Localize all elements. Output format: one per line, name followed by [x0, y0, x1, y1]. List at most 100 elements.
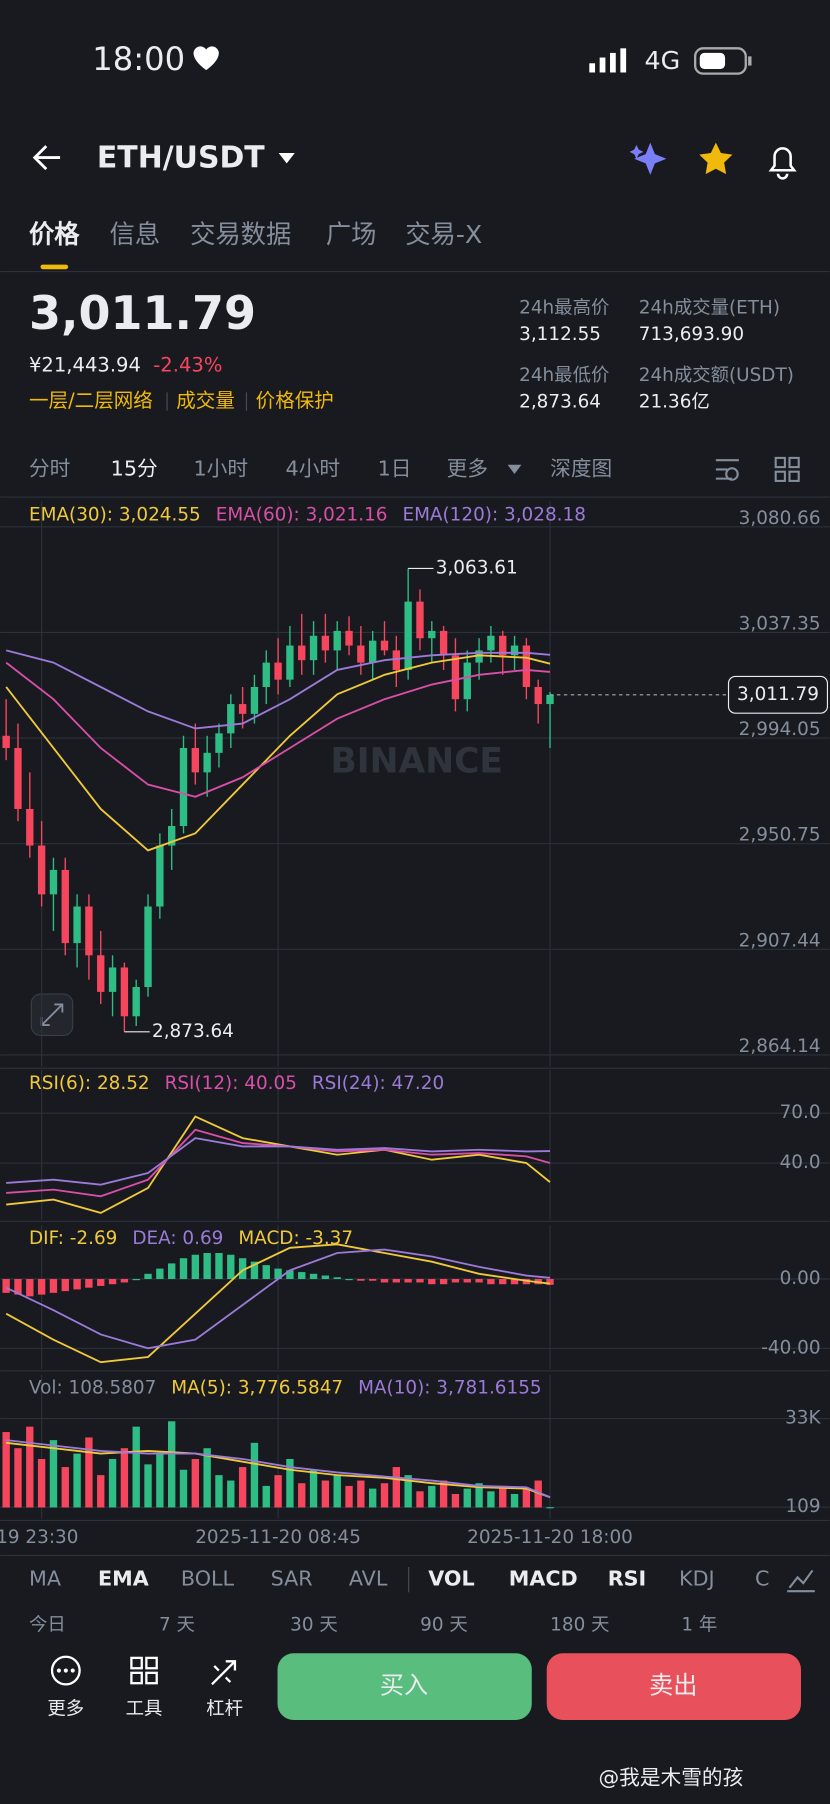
indicator-line: [6, 1441, 551, 1499]
macd-bar: [132, 1279, 140, 1281]
timeframe[interactable]: 1日: [378, 456, 412, 480]
candle-body: [321, 635, 330, 651]
alert-button[interactable]: [768, 147, 797, 180]
y-tick-label: 2,907.44: [739, 930, 821, 951]
sell-label[interactable]: 卖出: [649, 1672, 697, 1700]
tab[interactable]: 信息: [110, 220, 161, 249]
chart-settings-icon[interactable]: [715, 459, 739, 481]
heart-icon: [193, 46, 219, 71]
ai-button[interactable]: [629, 142, 667, 175]
chart-style-icon[interactable]: [787, 1569, 815, 1593]
legend-entry: MA(10): 3,781.6155: [358, 1378, 542, 1399]
volume-bar: [309, 1469, 318, 1508]
sell-button[interactable]: [546, 1653, 801, 1721]
timeframe[interactable]: 1小时: [194, 456, 249, 480]
layout-icon[interactable]: [774, 456, 800, 482]
timeframe[interactable]: 15分: [111, 456, 158, 480]
timeframe[interactable]: 4小时: [286, 456, 341, 480]
macd-bar: [357, 1279, 365, 1281]
indicator-tab[interactable]: RSI: [608, 1567, 647, 1591]
period-tab[interactable]: 今日: [29, 1615, 66, 1636]
macd-bar: [380, 1279, 389, 1283]
timeframe[interactable]: 分时: [29, 456, 70, 480]
volume-bar: [522, 1488, 531, 1508]
buy-label[interactable]: 买入: [380, 1672, 428, 1700]
macd-bar: [368, 1279, 377, 1281]
timeframe[interactable]: 更多: [447, 456, 488, 480]
macd-bar: [451, 1279, 460, 1283]
indicator-tab[interactable]: SAR: [271, 1567, 313, 1591]
volume-bar: [416, 1491, 424, 1508]
tab[interactable]: 价格: [29, 220, 80, 249]
cny-price: ¥21,443.94: [29, 353, 141, 376]
stat-label: 24h最低价: [519, 365, 609, 386]
indicator-tab[interactable]: BOLL: [181, 1567, 235, 1591]
signal-icon: [589, 48, 627, 73]
indicator-tab[interactable]: MA: [29, 1567, 61, 1591]
pair-caret[interactable]: [278, 153, 295, 164]
legend-entry: MACD: -3.37: [238, 1228, 353, 1249]
period-tab[interactable]: 180 天: [550, 1615, 609, 1636]
x-tick-label: -19 23:30: [0, 1527, 78, 1548]
indicator-line: [5, 1243, 551, 1364]
period-tab[interactable]: 7 天: [159, 1615, 195, 1636]
period-tab[interactable]: 90 天: [420, 1615, 468, 1636]
indicator-tab[interactable]: EMA: [98, 1567, 149, 1591]
indicator-tab[interactable]: AVL: [349, 1567, 388, 1591]
macd-bar: [120, 1279, 129, 1283]
candle-body: [463, 662, 471, 700]
pair-title[interactable]: ETH/USDT: [97, 140, 265, 175]
indicator-tab[interactable]: VOL: [428, 1567, 474, 1591]
volume-bar: [380, 1483, 389, 1508]
back-button[interactable]: [32, 145, 61, 171]
volume-bar: [156, 1453, 164, 1508]
volume-bar: [321, 1480, 330, 1508]
expand-button[interactable]: [30, 993, 74, 1037]
volume-bar: [203, 1448, 211, 1508]
candle-body: [179, 747, 188, 827]
buy-button[interactable]: [277, 1653, 532, 1721]
quote-tag: 成交量: [176, 389, 235, 412]
volume-bar: [14, 1448, 22, 1508]
period-tab[interactable]: 30 天: [290, 1615, 338, 1636]
more-caret: [507, 464, 522, 475]
volume-bar: [439, 1480, 448, 1508]
macd-bar: [108, 1279, 117, 1285]
y-tick-label: 0.00: [780, 1268, 821, 1289]
indicator-tab[interactable]: KDJ: [679, 1567, 715, 1591]
leverage-icon[interactable]: [211, 1660, 237, 1686]
volume-bar: [368, 1488, 377, 1508]
tools-icon[interactable]: [130, 1656, 158, 1685]
stat-label: 24h最高价: [519, 297, 609, 318]
macd-bar: [510, 1279, 519, 1285]
toolbar-label[interactable]: 更多: [47, 1699, 84, 1720]
stat-label: 24h成交量(ETH): [639, 297, 780, 318]
more-icon[interactable]: [50, 1655, 81, 1686]
volume-bar: [345, 1485, 353, 1508]
candle-body: [357, 645, 365, 663]
timeframe[interactable]: 深度图: [550, 456, 612, 480]
tab[interactable]: 交易数据: [190, 220, 291, 249]
indicator-tab[interactable]: MACD: [509, 1567, 578, 1591]
toolbar-label[interactable]: 杠杆: [206, 1699, 243, 1720]
tab[interactable]: 交易-X: [405, 220, 482, 249]
toolbar-label[interactable]: 工具: [126, 1699, 163, 1720]
indicator-tab[interactable]: C: [755, 1567, 769, 1591]
watermark: @我是木雪的孩: [599, 1766, 744, 1790]
indicator-line: [5, 661, 551, 798]
last-price: 3,011.79: [29, 286, 256, 340]
macd-bar: [333, 1277, 341, 1280]
macd-bar: [26, 1279, 34, 1297]
candle-body: [333, 630, 341, 651]
tab[interactable]: 广场: [326, 220, 377, 249]
volume-bar: [97, 1475, 105, 1508]
candle-body: [37, 845, 46, 895]
period-tab[interactable]: 1 年: [681, 1615, 717, 1636]
legend-entry: Vol: 108.5807: [29, 1378, 156, 1399]
volume-bar: [120, 1448, 129, 1508]
candle-body: [250, 686, 259, 714]
candle-body: [120, 967, 129, 1017]
macd-bar: [37, 1279, 46, 1295]
favorite-button[interactable]: [699, 142, 733, 175]
candle-body: [404, 601, 412, 670]
